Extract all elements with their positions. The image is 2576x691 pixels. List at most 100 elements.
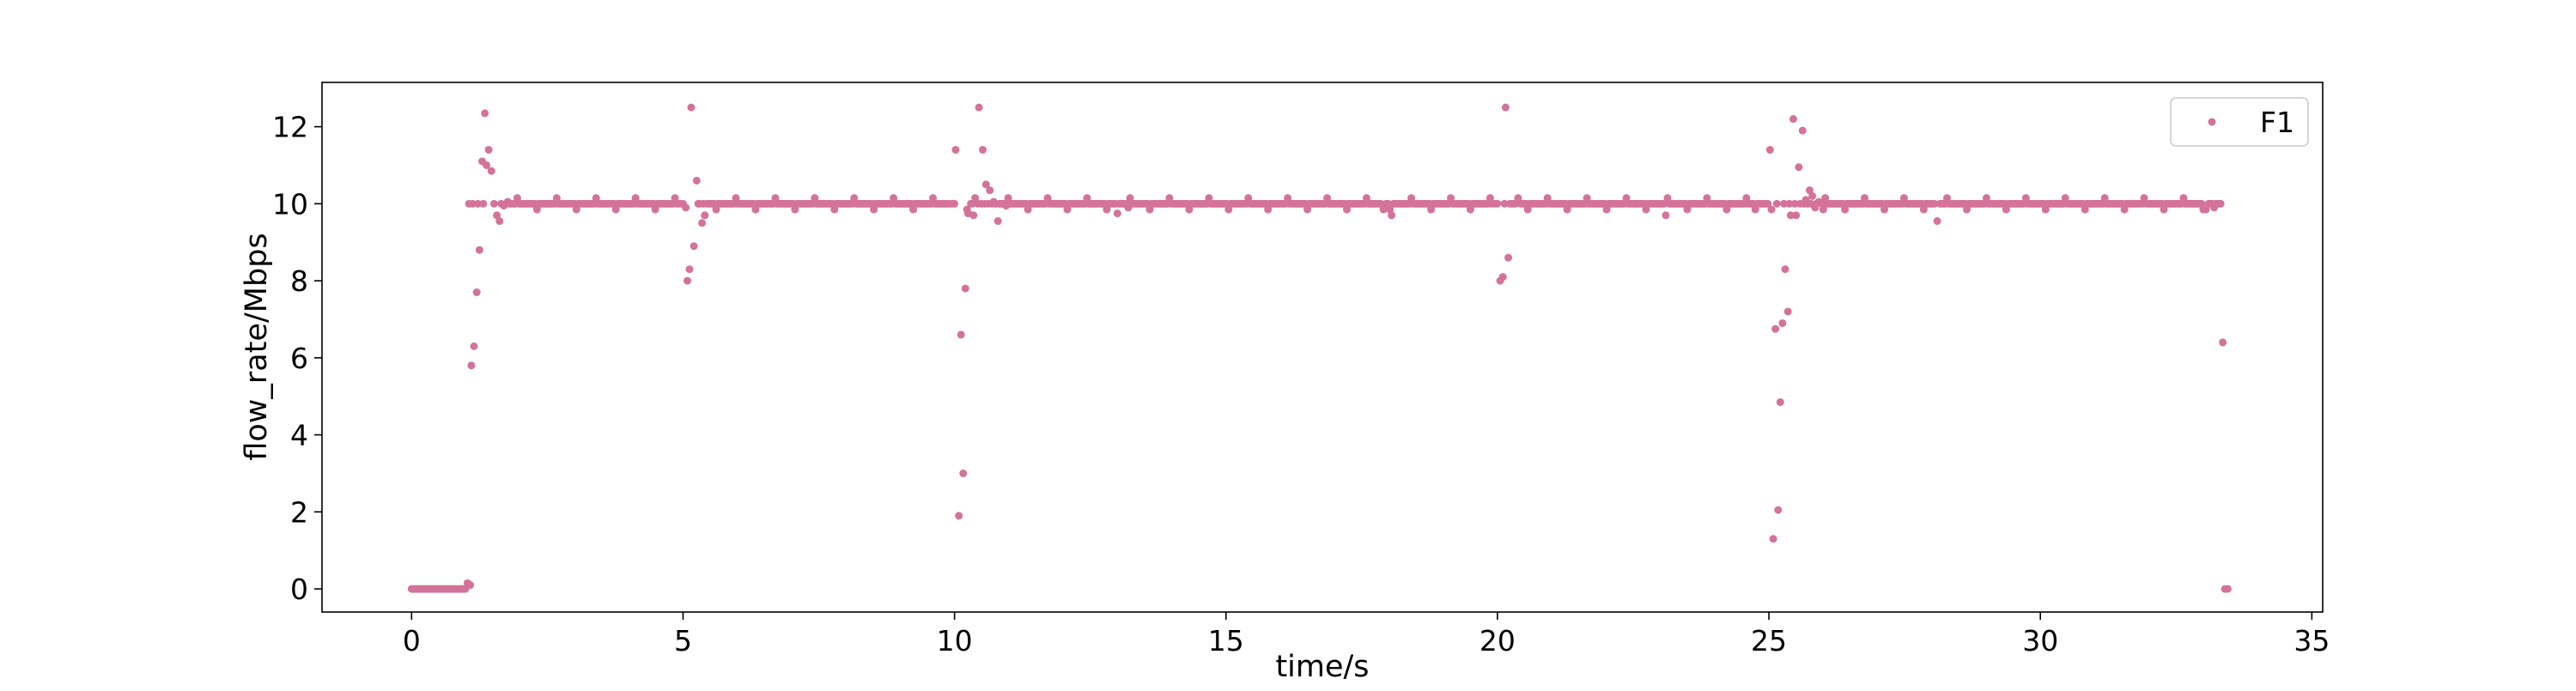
data-point — [466, 581, 475, 590]
data-point — [1785, 199, 1794, 208]
data-point — [1786, 211, 1795, 220]
data-point — [986, 186, 994, 195]
data-point — [475, 245, 483, 254]
data-point — [1776, 397, 1784, 406]
data-point — [1769, 535, 1777, 543]
data-point — [487, 167, 495, 175]
data-point — [1771, 324, 1780, 333]
data-point — [2210, 203, 2219, 212]
data-point — [1379, 205, 1388, 214]
data-point — [951, 146, 960, 155]
y-axis-label: flow_rate/Mbps — [240, 233, 274, 460]
data-point — [1772, 199, 1781, 208]
legend-box — [2170, 97, 2309, 147]
data-point — [495, 217, 504, 226]
data-point — [1498, 273, 1507, 282]
x-tick-label: 25 — [1751, 624, 1787, 658]
data-point — [1500, 199, 1509, 208]
data-point — [1124, 203, 1133, 212]
data-point — [1002, 202, 1011, 210]
x-tick-label: 30 — [2022, 624, 2058, 658]
data-point — [479, 199, 488, 208]
data-point — [1808, 191, 1817, 200]
data-point — [1504, 253, 1513, 262]
data-point — [1814, 197, 1823, 206]
data-point — [407, 585, 416, 593]
data-point — [1789, 115, 1798, 124]
data-point — [1933, 217, 1941, 226]
data-point — [1781, 265, 1789, 274]
data-point — [1762, 199, 1771, 208]
data-point — [2223, 585, 2232, 593]
data-point — [1798, 126, 1807, 135]
y-tick-label: 6 — [290, 342, 308, 375]
data-point — [1113, 209, 1121, 218]
data-point — [474, 199, 483, 208]
data-point — [489, 199, 498, 208]
data-point — [1795, 163, 1803, 172]
legend: F1 — [2170, 97, 2309, 147]
data-point — [503, 197, 512, 206]
data-point — [446, 585, 454, 593]
data-point — [682, 203, 690, 212]
data-point — [1376, 199, 1385, 208]
y-axis-ticks: 0 2 4 6 8 10 12 — [272, 111, 322, 606]
data-point — [1751, 205, 1759, 214]
x-axis-label: time/s — [1275, 650, 1369, 684]
data-point — [467, 361, 476, 370]
y-tick-label: 2 — [290, 495, 308, 529]
data-point — [481, 109, 489, 118]
data-point — [2216, 199, 2225, 208]
data-point — [967, 199, 975, 208]
data-point — [961, 284, 969, 293]
data-point — [957, 330, 965, 339]
legend-label: F1 — [2260, 106, 2294, 139]
data-point — [1662, 211, 1670, 220]
data-point — [468, 199, 477, 208]
data-point — [1388, 211, 1396, 220]
y-tick-label: 10 — [272, 187, 308, 221]
data-point — [690, 242, 698, 251]
x-tick-label: 35 — [2293, 624, 2330, 658]
x-tick-label: 5 — [674, 624, 692, 658]
data-point — [993, 217, 1002, 226]
data-point — [698, 219, 707, 227]
points-layer — [407, 103, 2232, 593]
data-point — [1819, 205, 1827, 214]
x-tick-label: 15 — [1208, 624, 1244, 658]
y-tick-label: 0 — [290, 573, 308, 606]
data-point — [1765, 146, 1774, 155]
plot-area-frame — [321, 82, 2324, 613]
data-point — [687, 103, 696, 112]
data-point — [470, 342, 478, 350]
x-tick-label: 10 — [937, 624, 973, 658]
y-tick-label: 12 — [272, 111, 308, 144]
data-point — [979, 146, 987, 155]
data-point — [1790, 199, 1799, 208]
data-point — [493, 211, 501, 220]
data-point — [1660, 199, 1668, 208]
y-tick-label: 4 — [290, 419, 308, 452]
x-tick-label: 20 — [1479, 624, 1516, 658]
data-point — [484, 146, 493, 155]
data-point — [705, 199, 714, 208]
data-point — [1930, 199, 1939, 208]
x-tick-label: 0 — [403, 624, 421, 658]
data-point — [1491, 199, 1499, 208]
data-point — [969, 211, 978, 220]
data-point — [1801, 196, 1810, 204]
data-point — [989, 197, 998, 206]
data-point — [692, 176, 701, 185]
data-point — [947, 199, 956, 208]
data-point — [1767, 205, 1776, 214]
data-point — [683, 276, 692, 285]
data-point — [975, 103, 983, 112]
data-point — [1510, 199, 1518, 208]
y-tick-label: 8 — [290, 264, 308, 298]
data-point — [959, 469, 968, 477]
data-point — [1514, 194, 1522, 203]
data-point — [701, 211, 709, 220]
data-point — [981, 180, 990, 189]
